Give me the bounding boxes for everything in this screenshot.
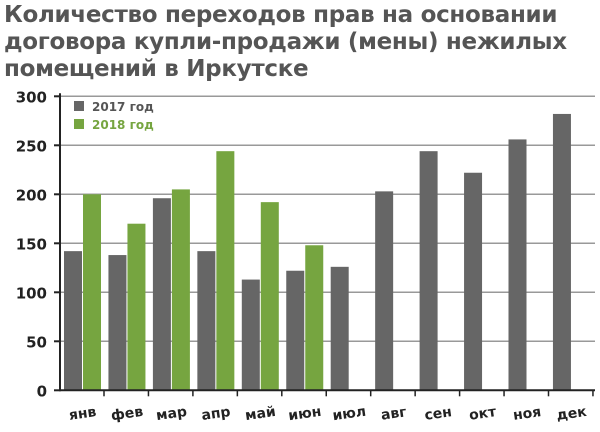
- x-tick-label: июл: [332, 404, 368, 425]
- bar-2017-год: [64, 251, 82, 391]
- y-tick-label: 200: [16, 186, 47, 204]
- bar-2018-год: [305, 245, 324, 391]
- bar-2018-год: [260, 202, 279, 391]
- y-tick-label: 250: [16, 137, 47, 155]
- chart-title: Количество переходов прав на основании д…: [4, 2, 567, 82]
- bar-2017-год: [108, 255, 127, 391]
- x-tick-label: апр: [200, 404, 231, 424]
- x-tick-label: июн: [287, 404, 322, 424]
- bar-2017-год: [286, 270, 305, 391]
- bar-2018-год: [83, 194, 101, 391]
- bar-2017-год: [241, 279, 260, 391]
- bar-2018-год: [171, 189, 190, 391]
- x-tick-label: май: [244, 404, 277, 424]
- bar-2017-год: [330, 266, 349, 391]
- bar-2018-год: [127, 223, 146, 391]
- bar-2017-год: [419, 151, 438, 391]
- legend-swatch: [74, 101, 84, 111]
- x-tick-label: авг: [380, 404, 408, 423]
- x-tick-label: фев: [110, 404, 144, 424]
- x-tick-label: дек: [555, 404, 588, 424]
- y-tick-label: 300: [16, 88, 47, 106]
- y-tick-label: 100: [16, 284, 47, 302]
- bar-2017-год: [464, 172, 483, 391]
- y-tick-label: 50: [26, 333, 47, 351]
- legend-swatch: [74, 119, 84, 129]
- bar-2018-год: [216, 151, 235, 391]
- bar-2017-год: [375, 191, 394, 391]
- x-tick-label: сен: [424, 404, 453, 424]
- x-tick-label: мар: [155, 404, 188, 424]
- bar-2017-год: [552, 113, 571, 391]
- x-tick-label: янв: [68, 404, 98, 424]
- bar-2017-год: [152, 198, 171, 391]
- x-tick-label: окт: [468, 404, 498, 424]
- legend-label: 2017 год: [92, 100, 154, 114]
- legend-label: 2018 год: [92, 118, 154, 132]
- y-tick-label: 150: [16, 235, 47, 253]
- bar-2017-год: [508, 139, 527, 391]
- x-tick-label: ноя: [512, 404, 542, 424]
- y-tick-label: 0: [37, 382, 47, 400]
- bar-2017-год: [197, 251, 216, 391]
